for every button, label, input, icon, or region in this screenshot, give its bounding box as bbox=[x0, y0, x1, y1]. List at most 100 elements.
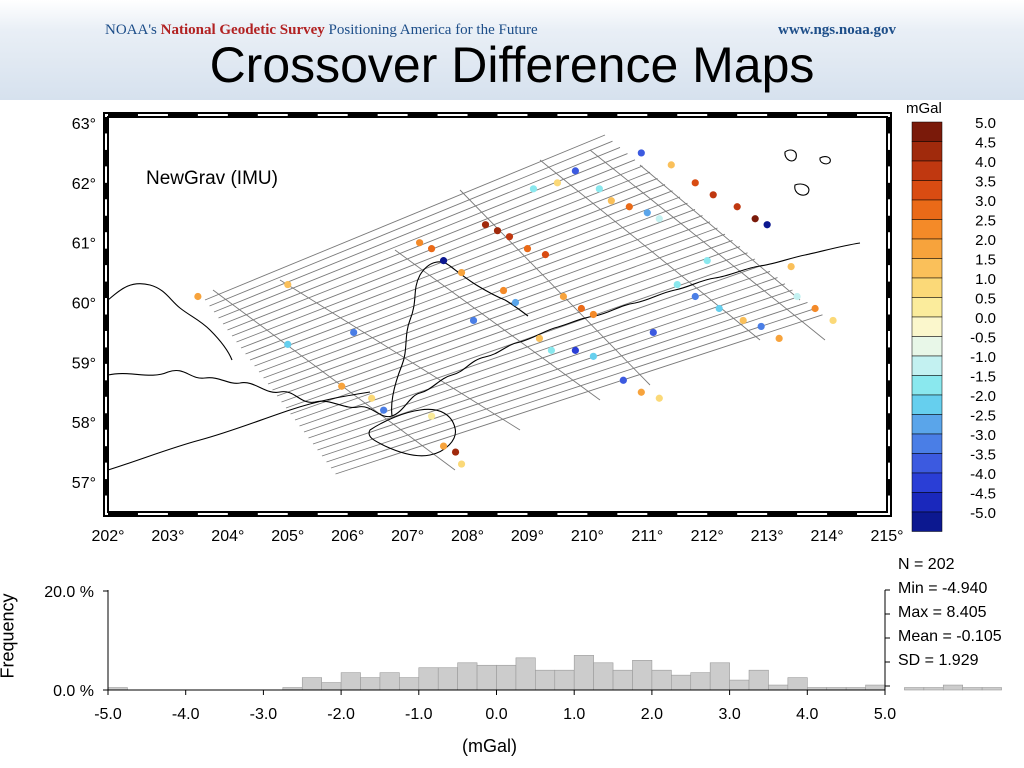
frame-tick bbox=[887, 182, 891, 200]
histogram-bar bbox=[709, 662, 730, 691]
lat-tick-label: 62° bbox=[72, 176, 96, 193]
colorbar-label: 3.0 bbox=[975, 193, 996, 210]
frame-tick bbox=[827, 512, 858, 516]
frame-tick bbox=[527, 113, 558, 117]
frame-tick bbox=[887, 446, 891, 463]
frame-tick bbox=[767, 113, 798, 117]
frame-tick bbox=[887, 149, 891, 167]
lat-tick-label: 57° bbox=[72, 475, 96, 492]
histogram-bars bbox=[107, 655, 1002, 691]
lon-tick-label: 213° bbox=[751, 528, 784, 545]
survey-track-line bbox=[222, 159, 636, 325]
survey-crossline bbox=[639, 164, 801, 301]
lat-tick-label: 58° bbox=[72, 415, 96, 432]
colorbar-cell bbox=[911, 180, 943, 201]
colorbar-label: -4.5 bbox=[970, 486, 996, 503]
crossover-point bbox=[499, 286, 508, 295]
banner-url[interactable]: www.ngs.noaa.gov bbox=[778, 22, 896, 38]
colorbar-label: 4.5 bbox=[975, 135, 996, 152]
frame-tick bbox=[347, 113, 378, 117]
crossover-point bbox=[739, 316, 747, 325]
banner-tagline-text: Positioning America for the Future bbox=[328, 22, 538, 38]
frame-tick bbox=[104, 314, 108, 331]
survey-track-line bbox=[254, 202, 688, 367]
frame-tick bbox=[108, 113, 138, 117]
frame-tick bbox=[707, 512, 738, 516]
crossover-point bbox=[350, 328, 358, 337]
crossover-point bbox=[811, 304, 819, 313]
coastline-island bbox=[794, 183, 810, 196]
histogram-bar bbox=[535, 669, 556, 691]
banner-tagline: NOAA's National Geodetic Survey Position… bbox=[105, 22, 538, 39]
colorbar-label: -5.0 bbox=[970, 505, 996, 522]
stat-n: N = 202 bbox=[898, 556, 955, 573]
crossover-map: 202° 203° 204° 205° 206° 207° 208° 209° 210° 211°… bbox=[72, 112, 904, 545]
histogram-bar bbox=[437, 667, 458, 691]
survey-crossline bbox=[279, 279, 521, 431]
colorbar-cell bbox=[911, 316, 943, 337]
crossover-point bbox=[439, 257, 448, 265]
lat-tick-label: 59° bbox=[72, 355, 96, 372]
hist-x-tick-label: -2.0 bbox=[327, 706, 355, 723]
colorbar-label: -4.0 bbox=[970, 466, 996, 483]
histogram-bar bbox=[554, 669, 575, 691]
hist-x-tick-label: 5.0 bbox=[874, 706, 896, 723]
crossover-point bbox=[763, 221, 771, 229]
colorbar-cell bbox=[911, 160, 943, 181]
crossover-point bbox=[589, 310, 597, 319]
frame-tick bbox=[104, 215, 108, 233]
crossover-point bbox=[793, 292, 801, 301]
coastline bbox=[107, 149, 861, 471]
crossover-point bbox=[571, 346, 580, 354]
crossover-point bbox=[541, 251, 550, 259]
frame-tick bbox=[287, 113, 318, 117]
longitude-tick-labels: 202° 203° 204° 205° 206° 207° 208° 209° 210° 211°… bbox=[91, 528, 903, 545]
colorbar-cell bbox=[911, 258, 943, 279]
frame-tick bbox=[104, 149, 108, 167]
histogram-bar bbox=[942, 684, 964, 691]
survey-track-line bbox=[258, 208, 696, 373]
coastline-kodiak bbox=[368, 408, 456, 457]
hist-y-tick-label: 20.0 % bbox=[44, 584, 94, 601]
lon-tick-label: 208° bbox=[451, 528, 484, 545]
banner-agency: National Geodetic Survey bbox=[160, 22, 325, 38]
survey-track-line bbox=[213, 146, 621, 313]
colorbar-cell bbox=[911, 472, 943, 493]
frame-tick bbox=[104, 413, 108, 430]
survey-track-line bbox=[290, 252, 748, 415]
survey-track-line bbox=[272, 227, 718, 391]
crossover-point bbox=[511, 298, 520, 307]
survey-track-line bbox=[281, 239, 733, 403]
crossover-point bbox=[547, 346, 556, 354]
frame-tick bbox=[587, 113, 618, 117]
crossover-point bbox=[469, 316, 478, 325]
crossover-point bbox=[284, 280, 292, 289]
survey-track-line bbox=[321, 295, 801, 457]
crossover-point bbox=[655, 215, 663, 223]
frame-tick bbox=[887, 281, 891, 299]
hist-x-tick-label: -4.0 bbox=[172, 706, 200, 723]
histogram-bar bbox=[904, 687, 925, 691]
frame-tick bbox=[827, 113, 858, 117]
frame-tick bbox=[167, 512, 198, 516]
colorbar-cell bbox=[911, 219, 943, 240]
survey-crossline bbox=[459, 189, 651, 386]
crossover-point bbox=[553, 179, 562, 187]
survey-track-line bbox=[204, 134, 606, 301]
frame-tick bbox=[647, 512, 678, 516]
crossover-point bbox=[505, 233, 514, 241]
crossover-point bbox=[368, 394, 376, 402]
frame-tick bbox=[104, 347, 108, 364]
frame-tick bbox=[347, 512, 378, 516]
colorbar-cell bbox=[911, 355, 943, 376]
crossover-point bbox=[619, 376, 627, 384]
frame-tick bbox=[467, 113, 498, 117]
histogram-bar bbox=[476, 664, 497, 691]
lon-tick-label: 204° bbox=[211, 528, 244, 545]
colorbar-label: 5.0 bbox=[975, 115, 996, 132]
histogram-bar bbox=[340, 672, 361, 691]
lon-tick-label: 212° bbox=[691, 528, 724, 545]
histogram-x-ticks: -5.0 -4.0 -3.0 -2.0 -1.0 0.0 1.0 2.0 3.0 4.0 5.0 bbox=[94, 589, 896, 723]
colorbar-label: 2.5 bbox=[975, 213, 996, 230]
frame-tick bbox=[104, 281, 108, 299]
